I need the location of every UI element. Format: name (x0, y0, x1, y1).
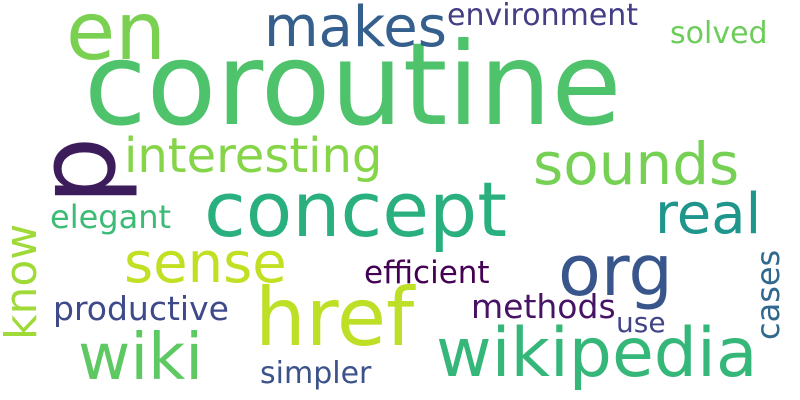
word-interesting: interesting (124, 128, 383, 184)
word-sense: sense (124, 231, 287, 296)
word-real: real (655, 182, 762, 247)
word-p: p (15, 136, 140, 205)
word-sounds: sounds (533, 130, 740, 198)
word-elegant: elegant (50, 198, 172, 236)
word-simpler: simpler (260, 356, 372, 391)
word-makes: makes (264, 0, 447, 60)
word-methods: methods (471, 287, 616, 326)
word-wikipedia: wikipedia (436, 314, 758, 393)
word-en: en (66, 0, 166, 78)
word-solved: solved (670, 16, 768, 51)
word-know: know (0, 223, 47, 340)
word-environment: environment (447, 0, 639, 33)
word-wiki: wiki (78, 321, 203, 395)
word-href: href (255, 271, 415, 364)
word-coroutine: coroutine (84, 18, 622, 151)
word-use: use (616, 306, 666, 339)
word-org: org (558, 230, 673, 312)
word-productive: productive (53, 289, 229, 328)
word-efficient: efficient (364, 255, 490, 291)
word-concept: concept (204, 165, 508, 254)
